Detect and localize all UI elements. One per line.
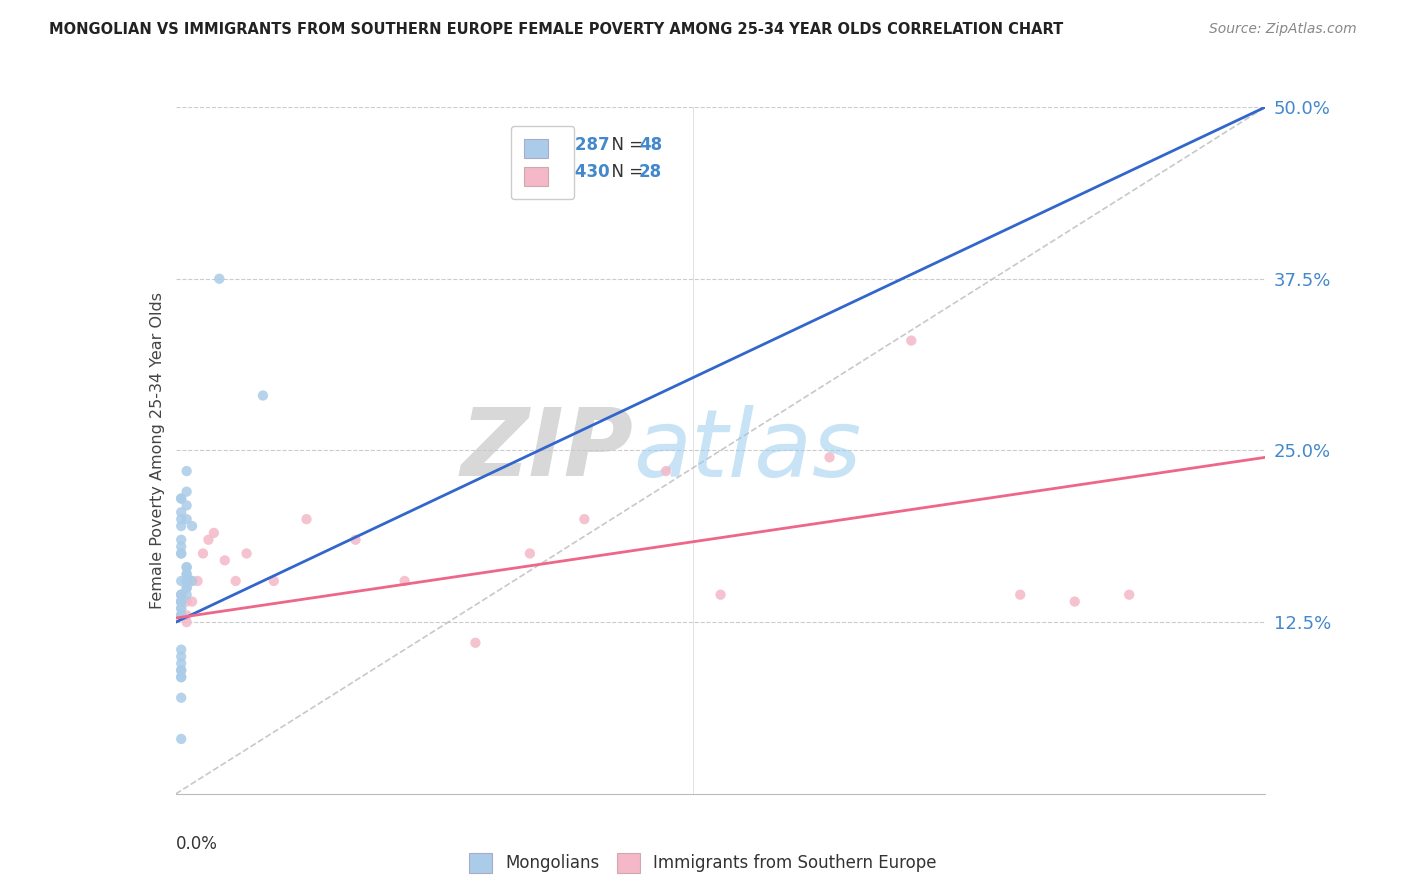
Text: 0.430: 0.430	[557, 163, 610, 181]
Text: R =: R =	[519, 163, 555, 181]
Point	[170, 608, 193, 623]
Point	[344, 533, 367, 547]
Point	[197, 533, 219, 547]
Legend: , : ,	[510, 126, 574, 199]
Point	[1010, 588, 1032, 602]
Point	[170, 540, 193, 554]
Point	[574, 512, 596, 526]
Point	[170, 731, 193, 746]
Point	[176, 484, 198, 499]
Point	[170, 601, 193, 615]
Point	[170, 608, 193, 623]
Point	[176, 581, 198, 595]
Point	[170, 505, 193, 519]
Point	[170, 588, 193, 602]
Point	[170, 690, 193, 705]
Point	[464, 636, 486, 650]
Text: 0.0%: 0.0%	[176, 835, 218, 853]
Point	[170, 663, 193, 677]
Point	[170, 594, 193, 608]
Point	[295, 512, 318, 526]
Point	[208, 271, 231, 285]
Point	[170, 588, 193, 602]
Point	[394, 574, 416, 588]
Point	[170, 594, 193, 608]
Point	[170, 670, 193, 684]
Point	[176, 499, 198, 513]
Point	[170, 657, 193, 671]
Text: Source: ZipAtlas.com: Source: ZipAtlas.com	[1209, 22, 1357, 37]
Point	[519, 546, 541, 561]
Text: 0.287: 0.287	[557, 136, 610, 153]
Point	[176, 581, 198, 595]
Point	[818, 450, 841, 465]
Point	[252, 388, 274, 402]
Text: atlas: atlas	[633, 405, 862, 496]
Point	[176, 560, 198, 574]
Point	[170, 491, 193, 506]
Point	[170, 546, 193, 561]
Point	[900, 334, 922, 348]
Y-axis label: Female Poverty Among 25-34 Year Olds: Female Poverty Among 25-34 Year Olds	[149, 292, 165, 609]
Point	[181, 574, 204, 588]
Text: N =: N =	[600, 163, 648, 181]
Point	[176, 574, 198, 588]
Point	[176, 615, 198, 630]
Point	[176, 574, 198, 588]
Point	[176, 567, 198, 582]
Point	[1063, 594, 1085, 608]
Point	[263, 574, 285, 588]
Point	[235, 546, 257, 561]
Point	[191, 546, 214, 561]
Point	[176, 560, 198, 574]
Legend: Mongolians, Immigrants from Southern Europe: Mongolians, Immigrants from Southern Eur…	[463, 847, 943, 880]
Point	[170, 491, 193, 506]
Text: R =: R =	[519, 136, 555, 153]
Point	[176, 608, 198, 623]
Point	[170, 519, 193, 533]
Point	[170, 533, 193, 547]
Text: ZIP: ZIP	[461, 404, 633, 497]
Point	[181, 594, 204, 608]
Point	[170, 601, 193, 615]
Point	[225, 574, 247, 588]
Point	[170, 588, 193, 602]
Point	[181, 519, 204, 533]
Point	[176, 574, 198, 588]
Point	[170, 663, 193, 677]
Point	[176, 588, 198, 602]
Point	[176, 512, 198, 526]
Text: MONGOLIAN VS IMMIGRANTS FROM SOUTHERN EUROPE FEMALE POVERTY AMONG 25-34 YEAR OLD: MONGOLIAN VS IMMIGRANTS FROM SOUTHERN EU…	[49, 22, 1063, 37]
Point	[170, 649, 193, 664]
Point	[170, 594, 193, 608]
Text: N =: N =	[600, 136, 648, 153]
Text: 28: 28	[638, 163, 662, 181]
Point	[170, 546, 193, 561]
Point	[1118, 588, 1140, 602]
Point	[170, 512, 193, 526]
Point	[214, 553, 236, 567]
Text: 48: 48	[638, 136, 662, 153]
Point	[655, 464, 678, 478]
Point	[202, 525, 225, 540]
Point	[170, 594, 193, 608]
Point	[176, 567, 198, 582]
Point	[181, 574, 204, 588]
Point	[176, 464, 198, 478]
Point	[170, 574, 193, 588]
Point	[176, 594, 198, 608]
Point	[170, 608, 193, 623]
Point	[710, 588, 733, 602]
Point	[186, 574, 209, 588]
Point	[170, 670, 193, 684]
Point	[170, 594, 193, 608]
Point	[170, 642, 193, 657]
